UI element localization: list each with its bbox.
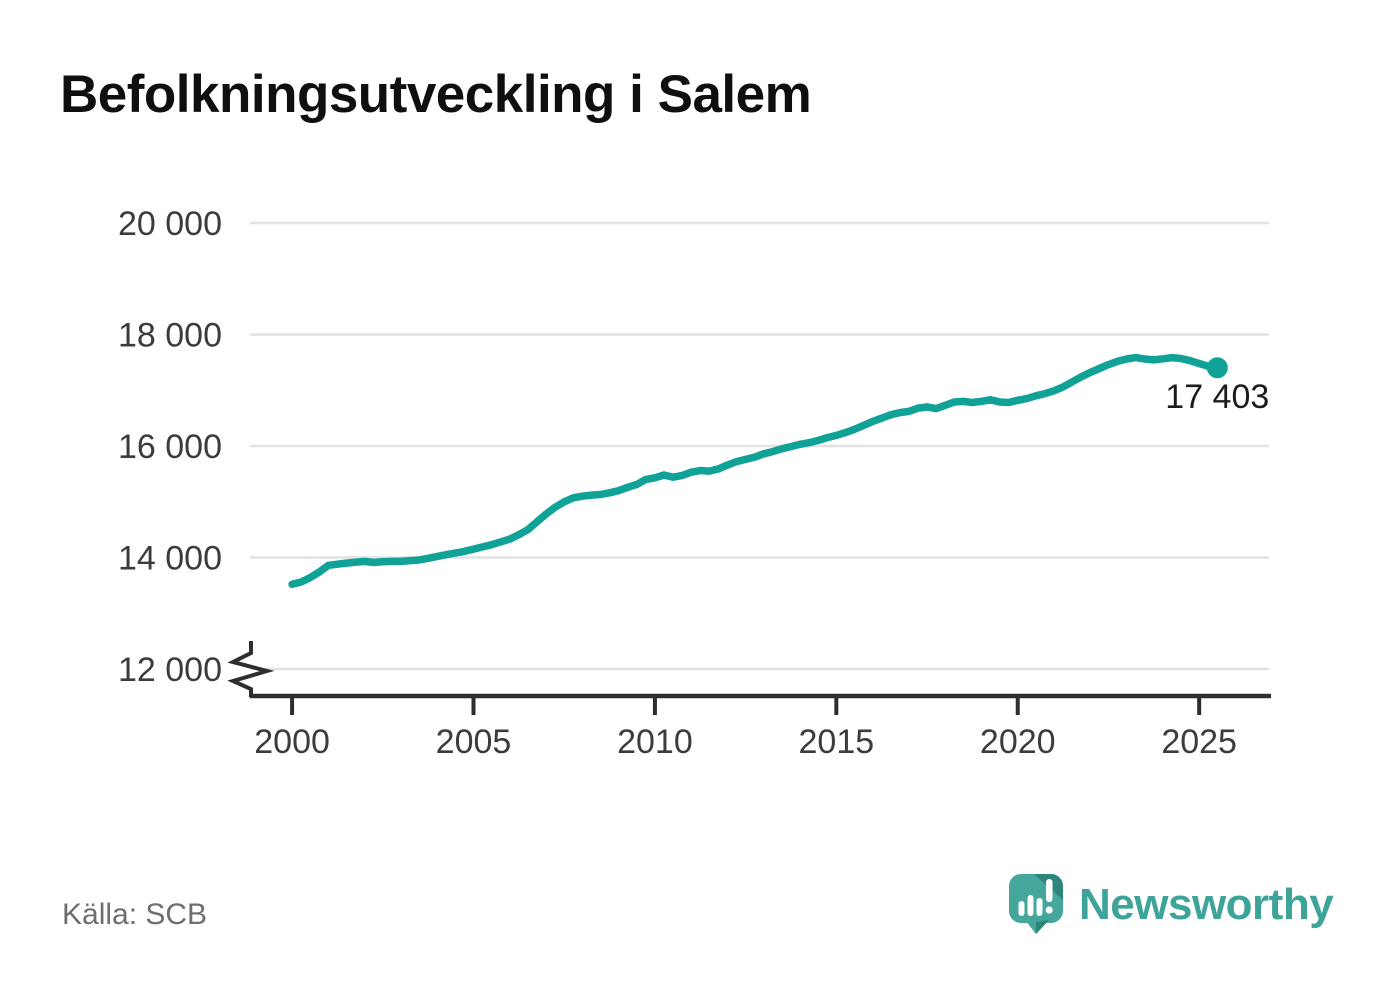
y-axis-label: 18 000 <box>118 317 222 355</box>
brand-name: Newsworthy <box>1079 880 1334 929</box>
x-axis-label: 2000 <box>254 723 330 761</box>
chart-title: Befolkningsutveckling i Salem <box>60 65 812 124</box>
last-point-dot <box>1206 357 1228 379</box>
bar-chart-icon <box>1018 879 1053 916</box>
last-value-label: 17 403 <box>1165 378 1269 416</box>
population-line <box>288 353 1222 589</box>
newsworthy-bubble-icon <box>1009 874 1063 934</box>
x-axis-label: 2015 <box>799 723 875 761</box>
y-axis-label: 14 000 <box>118 540 222 578</box>
y-axis-label: 16 000 <box>118 428 222 466</box>
x-axis-label: 2005 <box>436 723 512 761</box>
exclamation-icon <box>1046 879 1053 902</box>
y-axis-label: 20 000 <box>118 205 222 243</box>
x-axis-label: 2020 <box>980 723 1056 761</box>
source-note: Källa: SCB <box>62 898 208 931</box>
x-axis-label: 2025 <box>1161 723 1237 761</box>
y-axis-break <box>227 641 275 697</box>
x-axis-label: 2010 <box>617 723 693 761</box>
y-axis-label: 12 000 <box>118 651 222 689</box>
newsworthy-logo: Newsworthy <box>1008 872 1334 936</box>
